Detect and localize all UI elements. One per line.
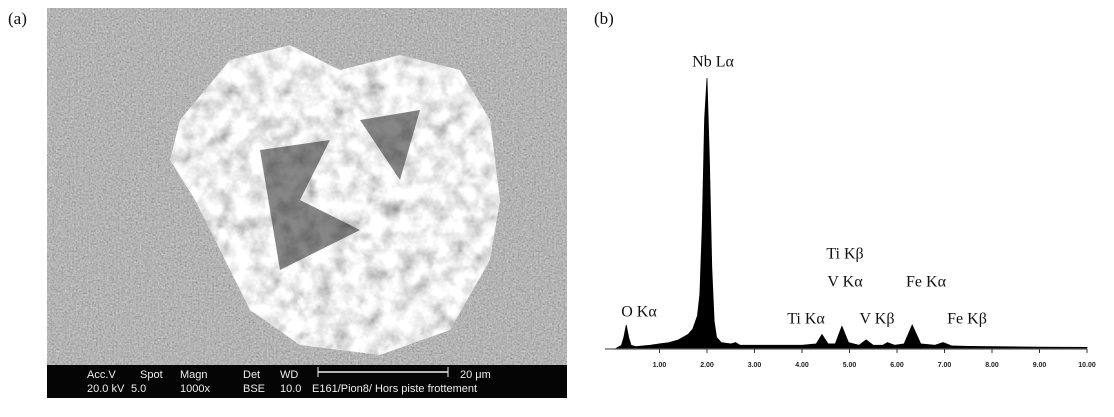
peak-label: Fe Kβ <box>947 311 987 328</box>
peak-label: O Kα <box>621 304 657 321</box>
peak-label: Ti Kα <box>787 311 825 328</box>
figure: (a) (b) Acc.V Spot Magn Det WD 20.0 kV 5.0 1000… <box>0 0 1114 417</box>
x-tick-label: 4.00 <box>795 362 809 369</box>
peak-label: Fe Kα <box>906 274 947 291</box>
info-value: BSE <box>243 383 265 395</box>
peak-label: V Kβ <box>860 311 895 328</box>
peak-label: Ti Kβ <box>826 246 863 263</box>
x-tick-label: 6.00 <box>890 362 904 369</box>
x-tick-label: 8.00 <box>985 362 999 369</box>
info-header: WD <box>280 369 298 381</box>
x-tick-label: 9.00 <box>1033 362 1047 369</box>
info-value: 1000x <box>180 383 210 395</box>
x-tick-label: 3.00 <box>748 362 762 369</box>
x-tick-label: 1.00 <box>653 362 667 369</box>
info-header: Spot <box>140 369 163 381</box>
info-header: Det <box>243 369 260 381</box>
x-tick-label: 10.00 <box>1078 362 1096 369</box>
info-header: Magn <box>180 369 208 381</box>
scale-label: 20 μm <box>460 369 491 381</box>
x-tick-label: 2.00 <box>700 362 714 369</box>
x-tick-label: 5.00 <box>843 362 857 369</box>
peak-label: Nb Lα <box>692 54 734 71</box>
spectrum <box>617 78 1087 348</box>
sem-image <box>47 8 567 398</box>
sample-name: E161/Pion8/ Hors piste frottement <box>312 383 477 395</box>
peak-label: V Kα <box>827 274 863 291</box>
info-value: 10.0 <box>280 383 301 395</box>
info-header: Acc.V <box>87 369 116 381</box>
panel-label: (b) <box>594 9 614 28</box>
x-tick-label: 7.00 <box>938 362 952 369</box>
info-value: 5.0 <box>131 383 146 395</box>
info-value: 20.0 kV <box>87 383 125 395</box>
panel-label: (a) <box>8 9 27 28</box>
